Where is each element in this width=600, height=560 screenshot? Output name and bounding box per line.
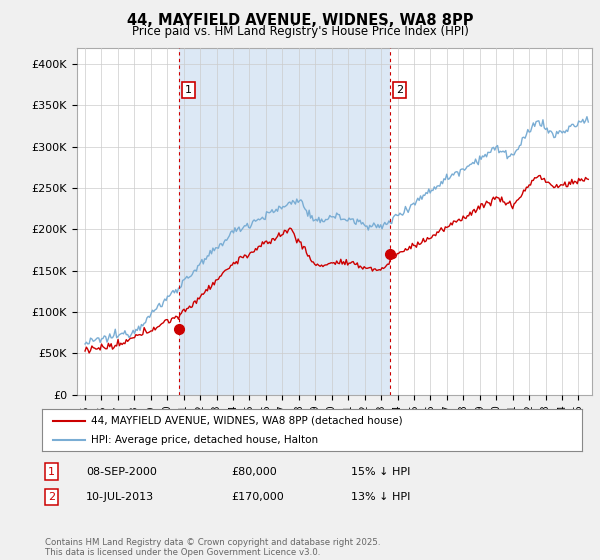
Text: 1: 1	[185, 85, 192, 95]
Text: 15% ↓ HPI: 15% ↓ HPI	[351, 466, 410, 477]
Text: 13% ↓ HPI: 13% ↓ HPI	[351, 492, 410, 502]
Bar	[179, 48, 389, 395]
Text: 08-SEP-2000: 08-SEP-2000	[86, 466, 157, 477]
Text: 44, MAYFIELD AVENUE, WIDNES, WA8 8PP: 44, MAYFIELD AVENUE, WIDNES, WA8 8PP	[127, 13, 473, 28]
Text: £170,000: £170,000	[231, 492, 284, 502]
Text: HPI: Average price, detached house, Halton: HPI: Average price, detached house, Halt…	[91, 435, 318, 445]
Text: Price paid vs. HM Land Registry's House Price Index (HPI): Price paid vs. HM Land Registry's House …	[131, 25, 469, 38]
Text: 10-JUL-2013: 10-JUL-2013	[86, 492, 154, 502]
Text: 2: 2	[48, 492, 55, 502]
Text: 44, MAYFIELD AVENUE, WIDNES, WA8 8PP (detached house): 44, MAYFIELD AVENUE, WIDNES, WA8 8PP (de…	[91, 416, 402, 426]
Text: 1: 1	[48, 466, 55, 477]
Text: £80,000: £80,000	[231, 466, 277, 477]
Text: 2: 2	[396, 85, 403, 95]
Text: Contains HM Land Registry data © Crown copyright and database right 2025.
This d: Contains HM Land Registry data © Crown c…	[45, 538, 380, 557]
